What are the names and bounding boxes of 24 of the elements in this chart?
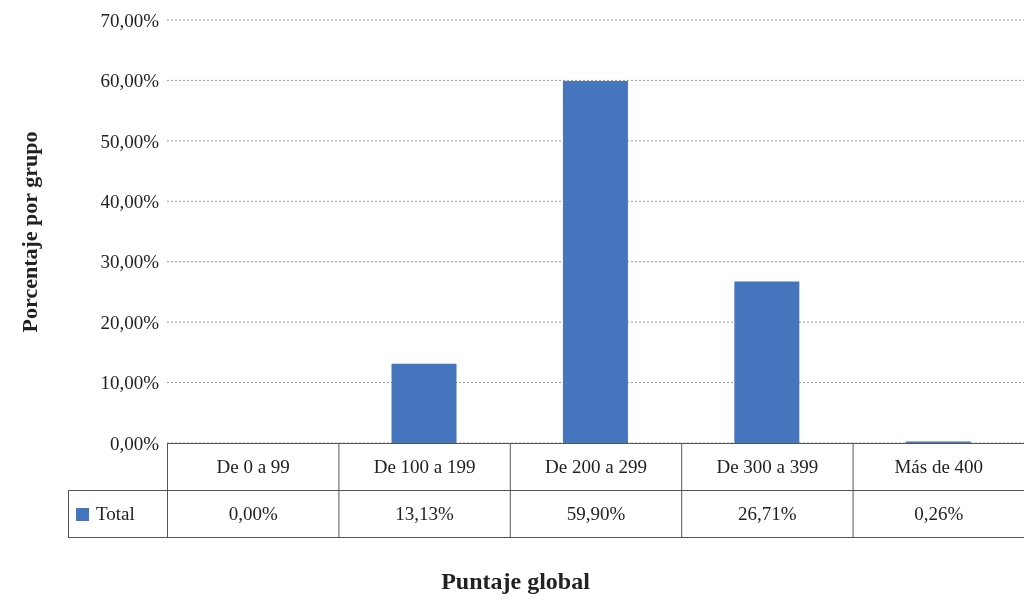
data-label: 59,90% [565,502,627,526]
y-tick-label: 10,00% [100,372,160,394]
bar [562,81,628,443]
x-tick-label: De 0 a 99 [215,455,291,479]
bar [391,363,457,443]
x-axis-title: Puntaje global [440,568,591,595]
data-label: 0,26% [913,502,965,526]
x-tick-label: De 100 a 199 [372,455,477,479]
x-tick-label: De 200 a 299 [544,455,648,479]
y-axis-title: Porcentaje por grupo [17,131,43,332]
bar [734,281,800,443]
y-tick-label: 40,00% [100,191,160,213]
data-label: 26,71% [737,502,798,526]
y-tick-label: 70,00% [100,9,160,31]
y-tick-label: 50,00% [100,130,160,152]
y-tick-label: 0,00% [109,432,160,454]
y-tick-label: 60,00% [100,70,160,92]
y-tick-label: 20,00% [100,311,160,333]
data-label: 0,00% [227,502,279,526]
data-label: 13,13% [394,502,455,526]
y-tick-label: 30,00% [100,251,160,273]
legend-label: Total [95,502,136,526]
x-tick-label: De 300 a 399 [715,455,820,479]
x-tick-label: Más de 400 [893,455,985,479]
